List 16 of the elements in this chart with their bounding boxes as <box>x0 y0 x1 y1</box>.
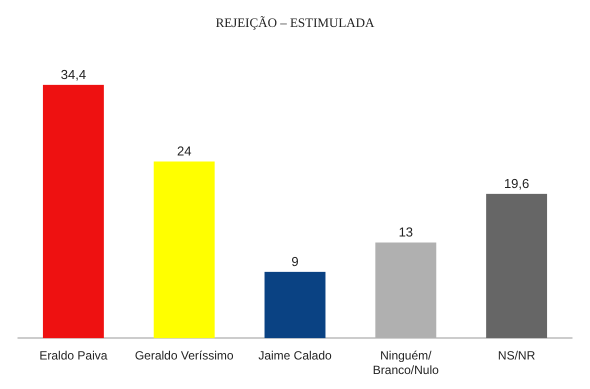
bar <box>42 84 104 338</box>
data-label: 34,4 <box>60 66 86 82</box>
bar <box>486 194 548 338</box>
x-tick-label: Geraldo Veríssimo <box>134 348 234 363</box>
data-label: 19,6 <box>504 176 530 191</box>
x-tick-label: Ninguém/Branco/Nulo <box>372 348 440 378</box>
x-tick-label: NS/NR <box>498 348 536 363</box>
x-tick-label: Jaime Calado <box>258 348 332 363</box>
data-label: 9 <box>291 254 299 269</box>
data-label: 24 <box>176 144 192 159</box>
data-label: 13 <box>398 224 414 240</box>
chart-title: REJEIÇÃO – ESTIMULADA <box>216 15 376 30</box>
x-tick-label: Eraldo Paiva <box>39 348 108 363</box>
bar <box>154 161 215 338</box>
bar <box>375 242 436 338</box>
bar <box>264 272 326 338</box>
